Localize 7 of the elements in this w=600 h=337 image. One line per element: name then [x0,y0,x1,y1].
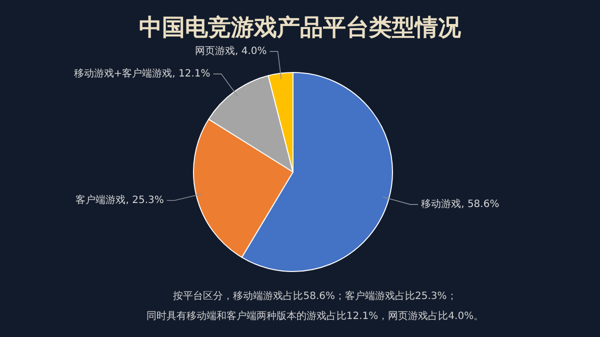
text: 按平台区分，移动端游戏占比58.6%；客户端游戏占比25.3%； [172,290,458,304]
chart-title: 中国电竞游戏产品平台类型情况 [138,14,462,43]
text: 同时具有移动端和客户端两种版本的游戏占比12.1%，网页游戏占比4.0%。 [145,310,485,324]
slice-label: 网页游戏, 4.0% [195,45,267,58]
slice-label: 移动游戏, 58.6% [421,198,500,210]
slice-label: 移动游戏+客户端游戏, 12.1% [74,68,210,80]
slice-label: 客户端游戏, 25.3% [76,194,164,206]
